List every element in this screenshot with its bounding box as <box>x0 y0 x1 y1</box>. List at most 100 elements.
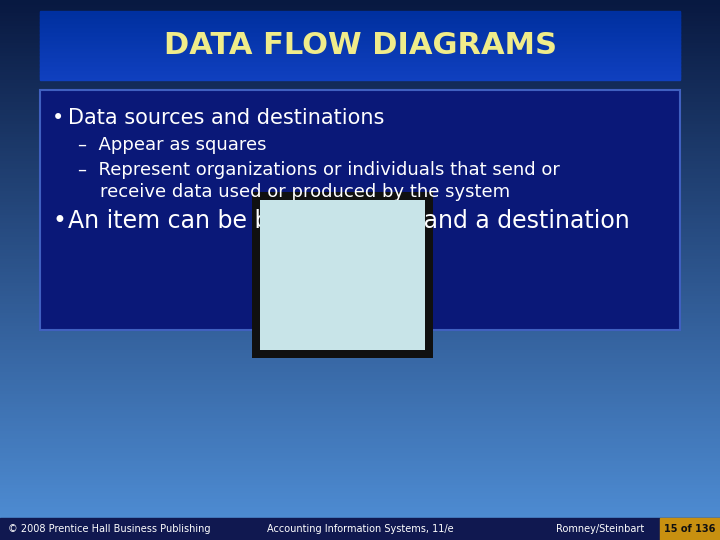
Bar <box>0 234 720 238</box>
Bar <box>40 64 680 66</box>
Bar <box>0 277 720 281</box>
Bar <box>40 65 680 68</box>
Bar <box>0 23 720 27</box>
Bar <box>0 293 720 297</box>
Bar <box>0 21 720 24</box>
Bar <box>40 46 680 49</box>
Bar <box>40 18 680 20</box>
Bar <box>0 137 720 140</box>
Bar <box>0 239 720 243</box>
Bar <box>0 493 720 497</box>
Bar <box>0 172 720 176</box>
Bar <box>0 363 720 367</box>
Bar <box>40 48 680 50</box>
Bar <box>40 25 680 27</box>
Bar <box>0 485 720 489</box>
Bar <box>40 26 680 28</box>
Bar <box>40 53 680 56</box>
Bar <box>0 42 720 46</box>
Bar <box>0 212 720 216</box>
Bar <box>0 180 720 184</box>
Bar <box>0 242 720 246</box>
Bar <box>0 396 720 400</box>
Bar <box>0 177 720 181</box>
Bar <box>0 463 720 467</box>
Bar <box>0 110 720 113</box>
Bar <box>0 528 720 532</box>
Bar <box>40 78 680 80</box>
Bar <box>40 16 680 19</box>
Bar <box>0 517 720 521</box>
Bar <box>0 272 720 275</box>
Bar <box>0 453 720 456</box>
Bar <box>0 102 720 105</box>
Bar <box>0 226 720 230</box>
Bar <box>0 188 720 192</box>
Bar <box>40 41 680 43</box>
Bar <box>0 420 720 424</box>
Bar <box>0 285 720 289</box>
Bar <box>40 73 680 76</box>
Bar <box>40 76 680 79</box>
Bar <box>40 28 680 30</box>
Bar <box>0 369 720 373</box>
Bar <box>660 518 720 540</box>
Bar <box>0 458 720 462</box>
Bar <box>0 326 720 329</box>
Bar <box>0 75 720 78</box>
Bar <box>40 23 680 25</box>
Bar <box>40 55 680 57</box>
Bar <box>0 107 720 111</box>
Bar <box>0 320 720 324</box>
Bar <box>0 282 720 286</box>
Bar <box>0 447 720 451</box>
Bar <box>0 518 720 540</box>
Bar <box>0 218 720 221</box>
Bar <box>252 192 433 358</box>
Bar <box>0 274 720 278</box>
Bar <box>0 393 720 397</box>
Bar <box>0 112 720 116</box>
Bar <box>40 62 680 64</box>
Bar <box>0 417 720 421</box>
Bar <box>0 496 720 500</box>
Bar <box>40 90 680 330</box>
Bar <box>0 72 720 76</box>
Bar <box>0 191 720 194</box>
Bar <box>0 118 720 122</box>
Bar <box>0 93 720 97</box>
Bar <box>0 355 720 359</box>
Bar <box>0 164 720 167</box>
Bar <box>0 50 720 54</box>
Bar <box>40 42 680 45</box>
Bar <box>0 147 720 151</box>
Bar <box>0 2 720 5</box>
Bar <box>0 315 720 319</box>
Text: –  Represent organizations or individuals that send or: – Represent organizations or individuals… <box>78 161 560 179</box>
Text: © 2008 Prentice Hall Business Publishing: © 2008 Prentice Hall Business Publishing <box>8 524 210 534</box>
Bar <box>0 318 720 321</box>
Bar <box>0 353 720 356</box>
Bar <box>40 50 680 53</box>
Bar <box>40 19 680 22</box>
Bar <box>0 415 720 419</box>
Bar <box>0 498 720 502</box>
Bar <box>0 104 720 108</box>
Bar <box>0 77 720 81</box>
Bar <box>40 30 680 32</box>
Bar <box>0 372 720 375</box>
Bar <box>0 80 720 84</box>
Bar <box>0 377 720 381</box>
Bar <box>0 120 720 124</box>
Bar <box>0 123 720 127</box>
Bar <box>0 166 720 170</box>
Bar <box>0 507 720 510</box>
Bar <box>0 61 720 65</box>
Bar <box>0 350 720 354</box>
Bar <box>0 258 720 262</box>
Bar <box>0 215 720 219</box>
Bar <box>0 336 720 340</box>
Bar <box>40 34 680 37</box>
Bar <box>0 169 720 173</box>
Bar <box>0 193 720 197</box>
